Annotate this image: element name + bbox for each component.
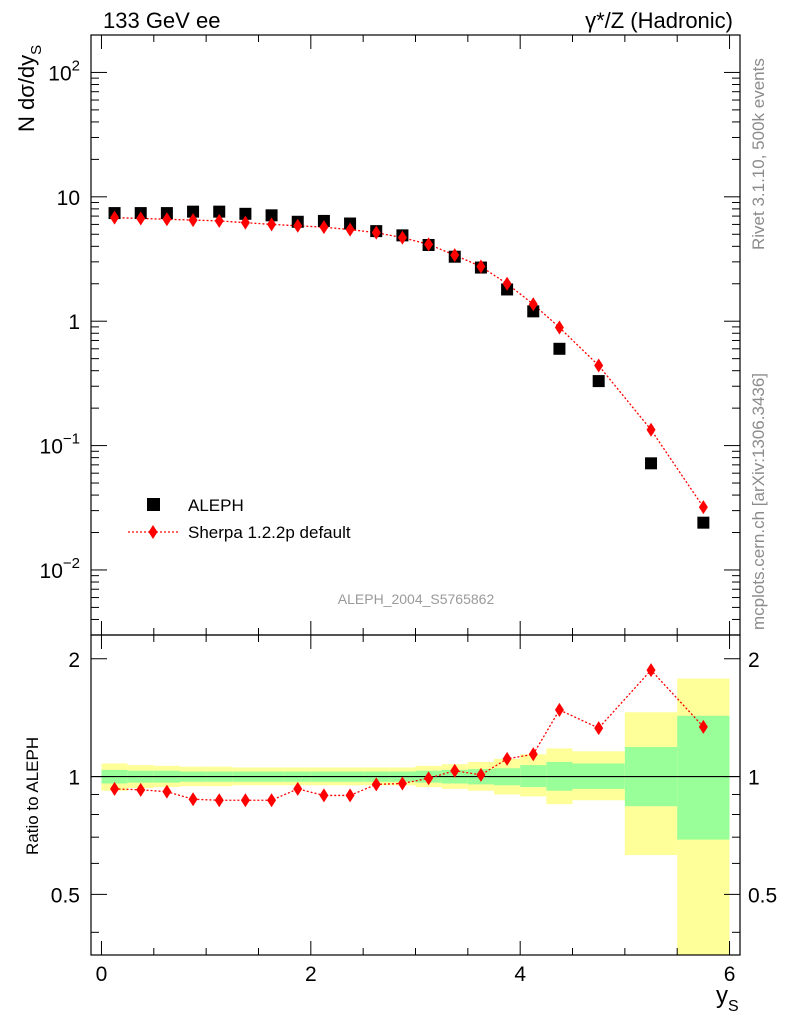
rivet-version-label: Rivet 3.1.10, 500k events [749,58,768,250]
main-mc-point [554,320,564,335]
ratio-mc-point [345,788,355,803]
aleph-data-point [592,375,605,388]
ratio-mc-point [502,751,512,766]
ratio-y-tick-label-right: 0.5 [748,884,777,907]
main-series [108,205,710,529]
aleph-data-point [645,457,658,470]
main-mc-point [424,237,434,252]
aleph-data-point [527,305,540,318]
ratio-mc-point [214,793,224,808]
ratio-mc-point [476,767,486,782]
ratio-mc-point [646,663,656,678]
ratio-mc-point [371,777,381,792]
x-tick-label: 0 [96,963,108,986]
main-mc-point [450,248,460,263]
main-y-tick-label: 10−2 [40,555,80,583]
main-mc-point [698,500,708,515]
main-mc-point [110,210,120,225]
band-inner-bin [677,715,730,840]
main-mc-point [188,213,198,228]
main-y-tick-label: 102 [48,57,80,85]
ratio-uncertainty-bands [101,678,730,955]
axis-ticks [91,34,740,955]
ratio-mc-point [162,784,172,799]
main-mc-point [371,225,381,240]
ratio-y-tick-label-left: 1 [68,767,80,790]
main-mc-point [646,422,656,437]
ratio-mc-point [554,702,564,717]
main-mc-point [293,218,303,233]
main-y-tick-label: 1 [68,311,80,334]
ratio-mc-point [293,781,303,796]
ratio-y-axis-title: Ratio to ALEPH [23,737,42,855]
ratio-mc-point [698,719,708,734]
ratio-mc-point [188,792,198,807]
x-axis-title: yS [716,982,739,1015]
ratio-series [110,663,708,808]
main-mc-point [397,230,407,245]
main-y-tick-label: 10−1 [40,431,80,459]
ratio-y-tick-label-right: 2 [748,649,760,672]
main-y-tick-label: 10 [57,187,80,210]
aleph-data-point [697,516,710,529]
main-mc-point [345,222,355,237]
aleph-data-point [265,209,278,222]
energy-label: 133 GeV ee [103,8,220,33]
legend-aleph-marker [147,498,160,511]
main-mc-point [528,297,538,312]
ratio-mc-point [594,721,604,736]
legend-sherpa-marker [148,525,158,539]
main-mc-point [319,220,329,235]
ratio-y-tick-label-right: 1 [748,767,760,790]
main-mc-point [162,212,172,227]
aleph-data-point [239,207,252,220]
aleph-data-point [187,205,200,218]
analysis-id-label: ALEPH_2004_S5765862 [338,591,495,607]
ratio-mc-point [450,763,460,778]
ratio-y-tick-label-left: 2 [68,649,80,672]
legend: ALEPH Sherpa 1.2.2p default [128,496,351,542]
mcplots-label: mcplots.cern.ch [arXiv:1306.3436] [749,373,768,630]
axis-tick-labels: 0 2 4 6 10−2 10−1 1 10 102 0.5 0.5 1 1 2 2 [40,57,778,986]
process-label: γ*/Z (Hadronic) [585,8,733,33]
ratio-mc-point [267,793,277,808]
x-tick-label: 2 [305,963,317,986]
ratio-y-tick-label-left: 0.5 [51,884,80,907]
legend-sherpa-label: Sherpa 1.2.2p default [188,523,351,542]
ratio-mc-point [110,781,120,796]
main-mc-point [594,358,604,373]
ratio-mc-point [319,788,329,803]
main-mc-line [114,217,704,508]
aleph-data-point [213,205,226,218]
aleph-data-point [553,342,566,355]
x-tick-label: 4 [514,963,526,986]
main-mc-point [502,276,512,291]
ratio-mc-point [528,747,538,762]
main-mc-point [214,213,224,228]
x-tick-label: 6 [724,963,736,986]
ratio-mc-point [240,793,250,808]
main-y-axis-title: N dσ/dyS [14,45,45,132]
main-mc-point [476,259,486,274]
main-mc-point [267,217,277,232]
legend-aleph-label: ALEPH [188,496,244,515]
main-mc-point [136,211,146,226]
ratio-mc-point [397,776,407,791]
main-frame [90,34,741,636]
ratio-mc-point [136,782,146,797]
ratio-mc-point [424,771,434,786]
main-mc-point [240,215,250,230]
